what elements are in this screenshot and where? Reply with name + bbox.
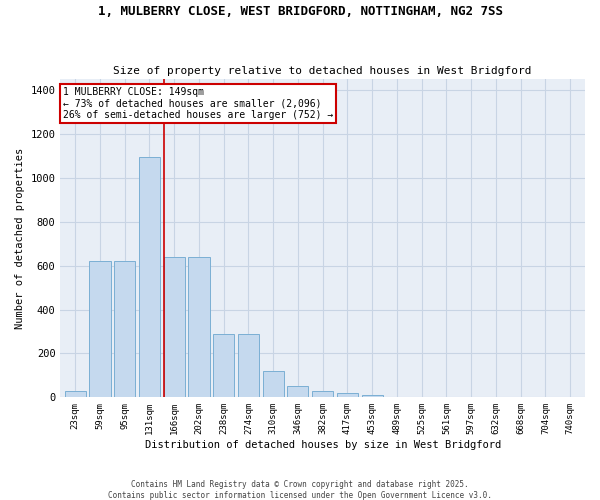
Bar bbox=[362, 394, 383, 398]
Bar bbox=[139, 157, 160, 398]
Y-axis label: Number of detached properties: Number of detached properties bbox=[15, 148, 25, 329]
Bar bbox=[188, 257, 209, 398]
X-axis label: Distribution of detached houses by size in West Bridgford: Distribution of detached houses by size … bbox=[145, 440, 501, 450]
Bar bbox=[65, 390, 86, 398]
Title: Size of property relative to detached houses in West Bridgford: Size of property relative to detached ho… bbox=[113, 66, 532, 76]
Bar bbox=[287, 386, 308, 398]
Bar bbox=[238, 334, 259, 398]
Bar bbox=[213, 334, 234, 398]
Bar bbox=[114, 261, 135, 398]
Bar bbox=[263, 371, 284, 398]
Text: Contains HM Land Registry data © Crown copyright and database right 2025.
Contai: Contains HM Land Registry data © Crown c… bbox=[108, 480, 492, 500]
Text: 1, MULBERRY CLOSE, WEST BRIDGFORD, NOTTINGHAM, NG2 7SS: 1, MULBERRY CLOSE, WEST BRIDGFORD, NOTTI… bbox=[97, 5, 503, 18]
Bar bbox=[164, 257, 185, 398]
Text: 1 MULBERRY CLOSE: 149sqm
← 73% of detached houses are smaller (2,096)
26% of sem: 1 MULBERRY CLOSE: 149sqm ← 73% of detach… bbox=[63, 87, 333, 120]
Bar bbox=[312, 391, 333, 398]
Bar bbox=[89, 261, 110, 398]
Bar bbox=[337, 392, 358, 398]
